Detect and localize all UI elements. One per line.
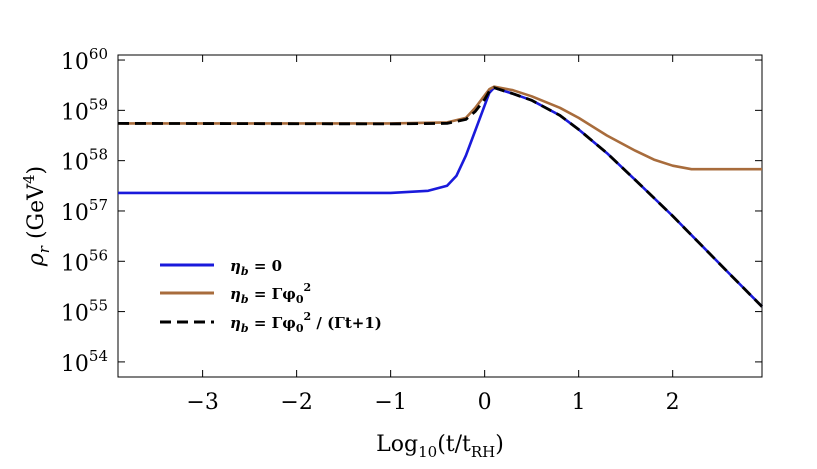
- x-tick-label: 1: [572, 390, 586, 415]
- series-line-3: [117, 86, 763, 308]
- y-tick-label: 1054: [61, 347, 108, 377]
- legend-label-gamma-phi: ηb = Γφ02: [230, 281, 311, 306]
- legend: ηb = 0 ηb = Γφ02 ηb = Γφ02 / (Γt+1): [160, 257, 382, 335]
- legend-label-eta0: ηb = 0: [230, 257, 282, 278]
- x-tick-label: −1: [374, 390, 406, 415]
- y-tick-label: 1055: [61, 297, 108, 327]
- legend-label-gamma-phi-decay: ηb = Γφ02 / (Γt+1): [230, 310, 382, 335]
- x-axis-title: Log10(t/tRH): [376, 432, 504, 461]
- plot-frame: [117, 54, 763, 378]
- series-line-1: [118, 86, 763, 308]
- y-axis-title: ρr (GeV4): [20, 166, 53, 267]
- x-tick-label: 0: [478, 390, 492, 415]
- series-line-2: [118, 85, 762, 171]
- y-tick-label: 1060: [61, 45, 108, 75]
- y-tick-label: 1056: [61, 246, 108, 276]
- y-tick-label: 1058: [61, 146, 108, 176]
- tick-layer: −3 −2 −1 0 1 2 1054 1055 1056 1057 1058 1059 1060: [61, 45, 762, 415]
- y-tick-label: 1057: [61, 196, 108, 226]
- y-tick-label: 1059: [61, 95, 108, 125]
- x-tick-label: 2: [666, 390, 680, 415]
- x-tick-label: −2: [280, 390, 312, 415]
- x-tick-label: −3: [186, 390, 218, 415]
- series-layer: [117, 85, 763, 308]
